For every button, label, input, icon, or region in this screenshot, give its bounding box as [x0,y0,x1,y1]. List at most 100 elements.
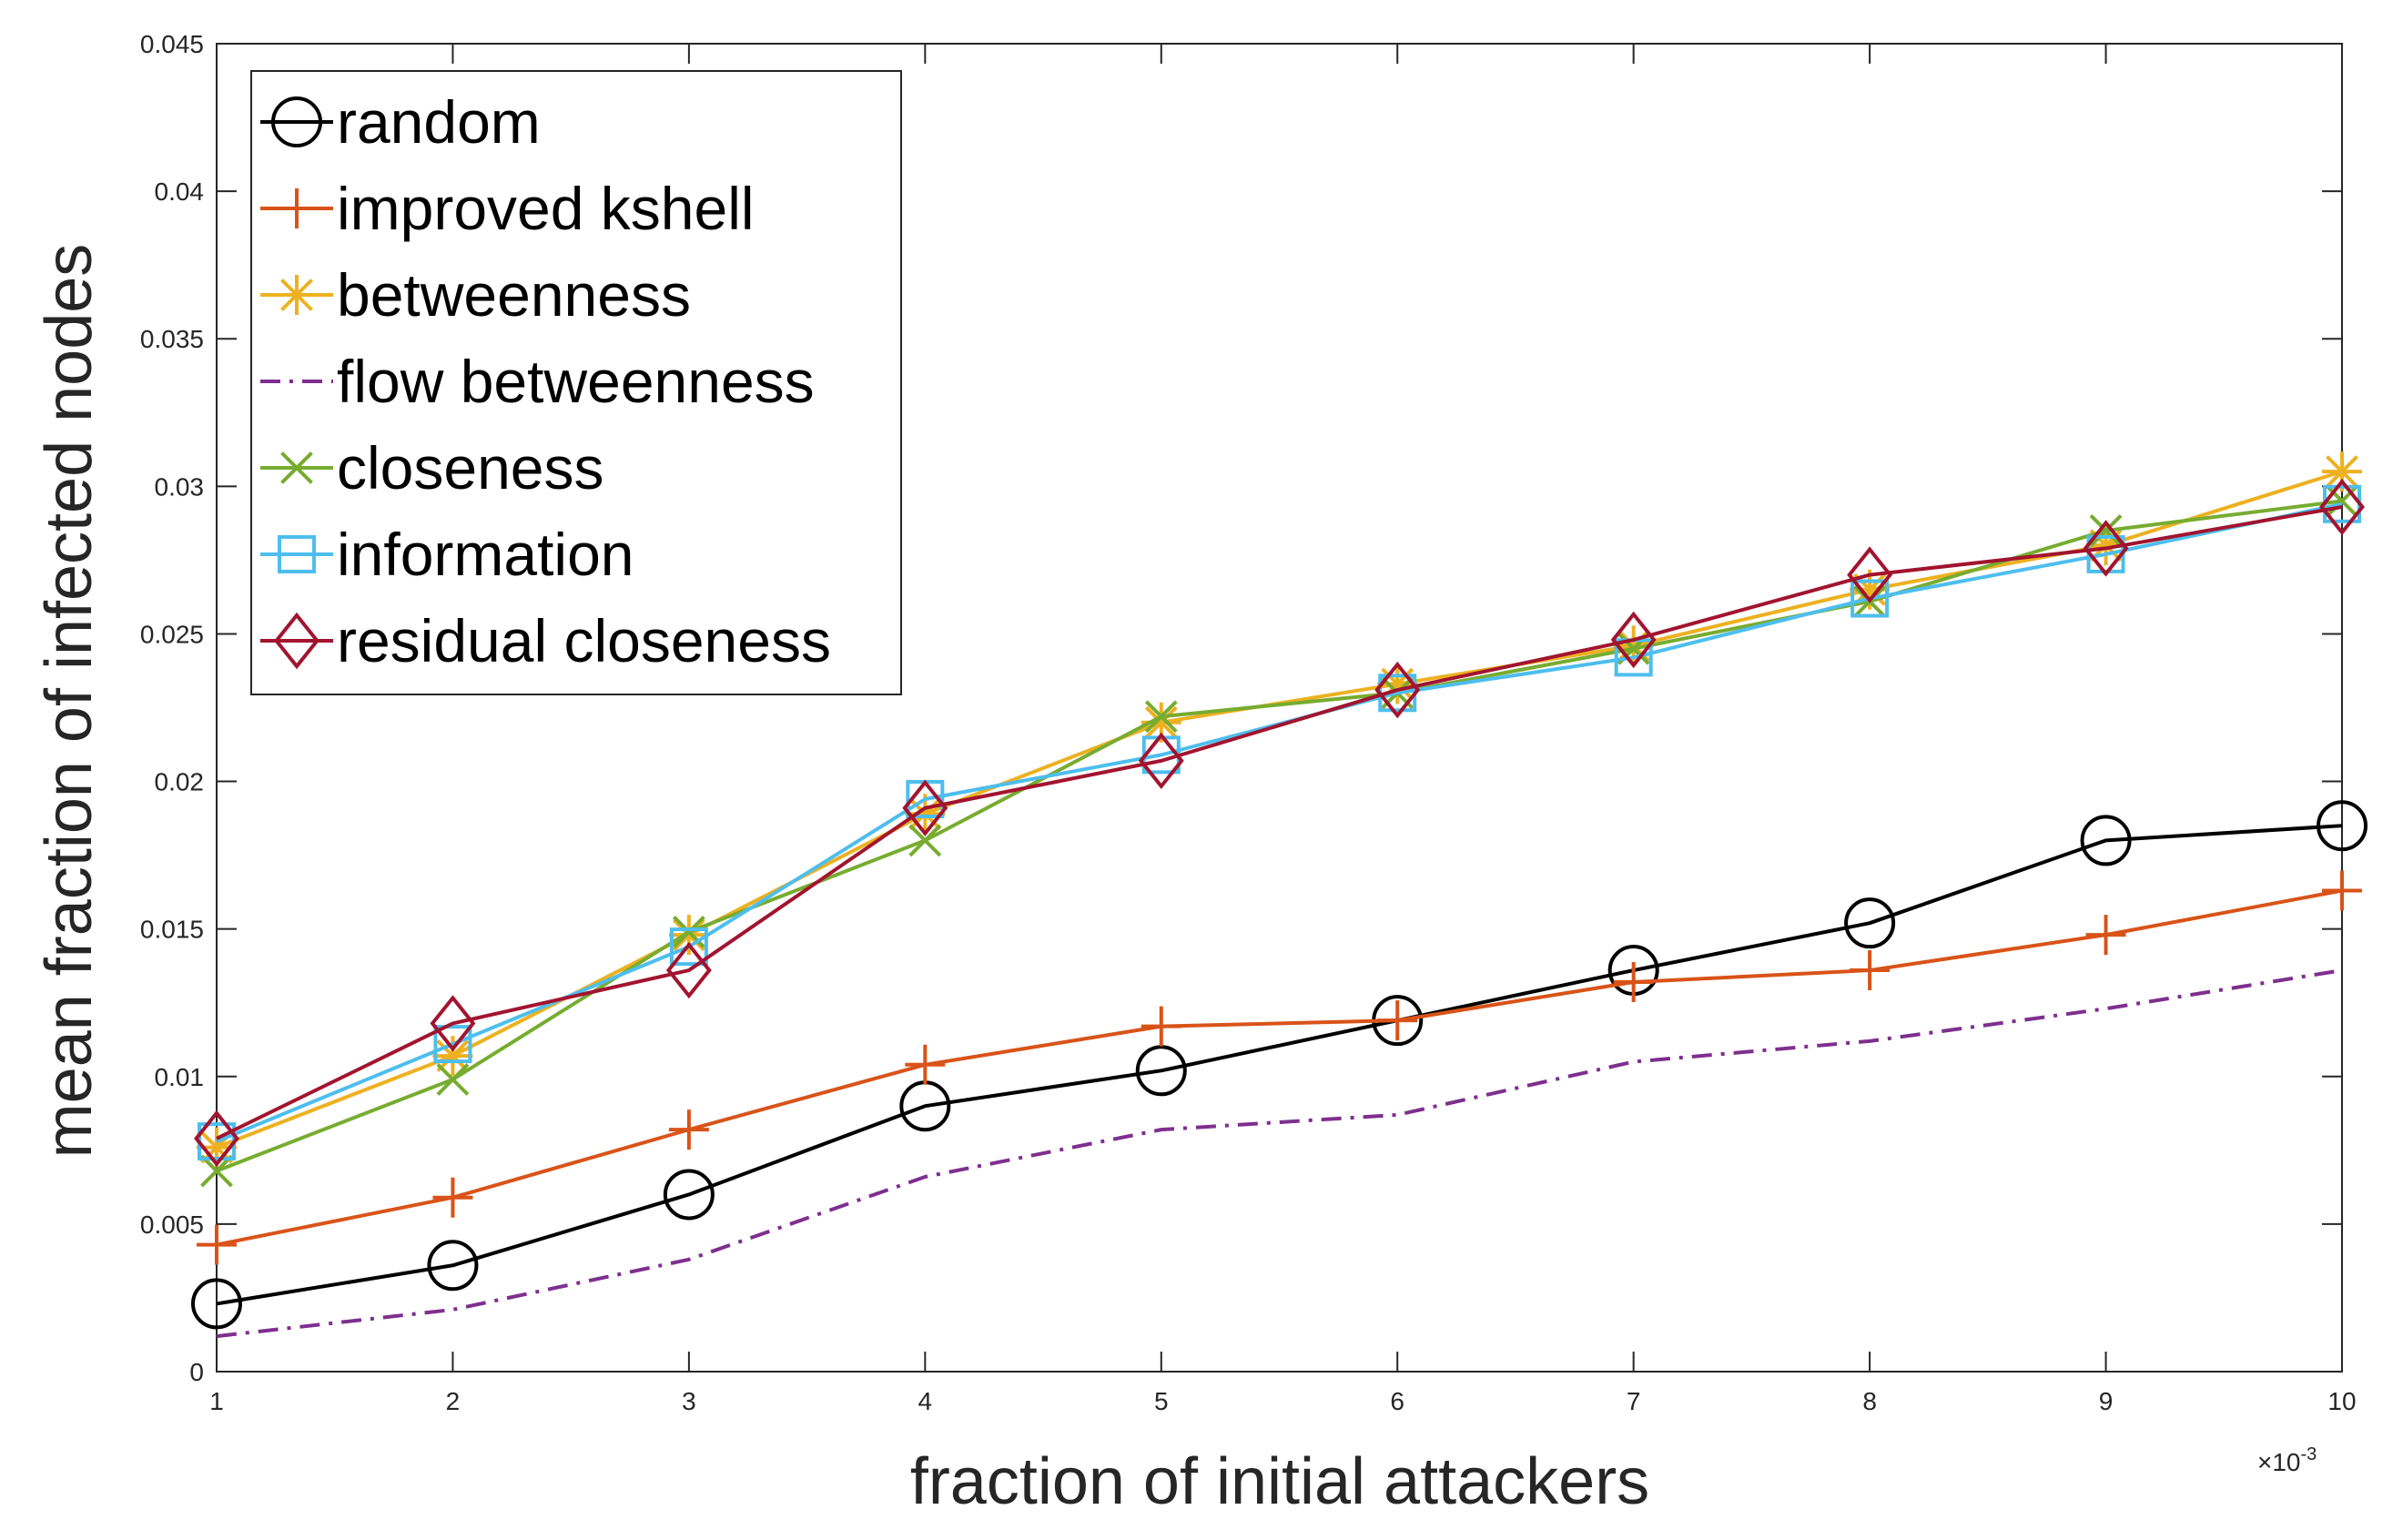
series-line-residual-closeness [216,505,2343,1140]
legend-marker-information [278,535,316,573]
point-residual-closeness [2083,520,2129,577]
y-tick-label: 0.02 [155,768,205,796]
x-tick-label: 5 [1154,1387,1169,1415]
legend-item-residual-closeness: residual closeness [260,607,831,674]
series-improved-kshell [197,870,2362,1265]
point-closeness [908,824,942,857]
point-betweenness [1141,702,1181,743]
y-axis-label: mean fraction of infected nodes [33,244,106,1159]
point-closeness-b [2326,484,2358,518]
series-layer [191,451,2368,1339]
point-information [1850,579,1890,618]
y-tick-label: 0.035 [140,325,204,353]
point-closeness-b [200,1154,233,1188]
point-residual-closeness [1138,732,1184,790]
point-betweenness-b [2326,455,2358,489]
point-betweenness-b [436,1039,470,1072]
y-tick-label: 0.005 [140,1211,204,1239]
x-tick-label: 2 [446,1387,461,1415]
legend-marker-random [271,96,322,147]
legend-item-betweenness: betweenness [260,261,691,329]
legend-marker-improved-kshell [277,188,317,228]
x-tick-label: 4 [918,1387,933,1415]
point-betweenness [668,915,709,956]
y-tick-label: 0.03 [155,472,205,501]
x-axis-multiplier: ×10-3 [2257,1444,2317,1476]
series-line-closeness [216,499,2343,1173]
point-closeness-b [672,915,705,948]
legend-label-improved-kshell: improved kshell [337,175,755,242]
legend-label-information: information [337,521,634,588]
series-residual-closeness [194,478,2365,1168]
legend: random improved kshell betweenness flow bet… [250,70,902,695]
legend-box [250,70,902,695]
y-tick-label: 0.01 [155,1063,205,1091]
point-residual-closeness [902,779,948,836]
point-closeness [2089,514,2123,547]
x-axis-label: fraction of initial attackers [910,1445,1649,1518]
x-axis-multiplier-base: ×10 [2257,1448,2301,1476]
legend-marker-closeness-b [280,451,313,484]
point-betweenness-b [1144,705,1178,739]
point-improved-kshell [197,1224,237,1265]
series-line-random [216,824,2343,1306]
x-tick-label: 6 [1390,1387,1404,1415]
y-tick-label: 0.04 [155,177,205,206]
series-line-improved-kshell [216,888,2343,1247]
point-residual-closeness [665,941,712,999]
series-random [191,800,2368,1330]
x-tick-label: 8 [1862,1387,1877,1415]
legend-marker-closeness [280,451,313,484]
x-tick-label: 10 [2327,1387,2356,1415]
point-closeness [2326,484,2358,518]
point-residual-closeness [1374,661,1421,719]
series-flow-betweenness [216,968,2343,1339]
point-residual-closeness [1610,611,1657,669]
point-random [427,1240,479,1292]
point-betweenness-b [908,797,942,831]
point-betweenness [432,1036,473,1077]
point-closeness-b [436,1063,470,1096]
point-random [1844,897,1896,949]
legend-marker-betweenness-b [280,279,313,311]
point-residual-closeness [1847,546,1893,603]
point-random [663,1169,715,1221]
legend-item-closeness: closeness [260,434,604,502]
point-closeness [436,1063,470,1096]
x-tick-label: 9 [2099,1387,2114,1415]
legend-item-random: random [260,88,541,156]
legend-marker-residual-closeness [274,612,319,670]
point-improved-kshell [1141,1006,1181,1047]
legend-label-betweenness: betweenness [337,261,691,329]
y-tick-label: 0.015 [140,916,204,944]
point-closeness-b [1144,700,1178,734]
x-tick-label: 1 [209,1387,224,1415]
point-improved-kshell [905,1044,946,1085]
point-improved-kshell [1377,1000,1418,1041]
x-tick-label: 7 [1627,1387,1641,1415]
point-improved-kshell [2085,915,2126,956]
legend-label-random: random [337,88,541,156]
point-random [1135,1045,1187,1097]
y-tick-label: 0 [189,1358,204,1386]
legend-item-information: information [260,521,634,588]
axes: 1 2 3 4 5 6 7 8 9 10 0 0.005 0.01 0.015 0.02 0.025 0.03 0… [140,30,2357,1415]
legend-label-closeness: closeness [337,434,604,502]
point-random [191,1278,242,1330]
point-improved-kshell [1613,962,1654,1003]
legend-item-flow-betweenness: flow betweenness [260,348,815,415]
y-tick-label: 0.045 [140,30,204,58]
legend-label-flow-betweenness: flow betweenness [337,348,815,415]
point-residual-closeness [430,995,476,1052]
point-residual-closeness [194,1109,239,1168]
point-information [433,1025,472,1064]
series-line-flow-betweenness [216,968,2343,1339]
point-improved-kshell [668,1109,709,1150]
point-closeness [200,1154,233,1188]
legend-marker-betweenness [277,275,317,315]
point-information [669,927,708,967]
point-improved-kshell [432,1177,473,1218]
y-tick-label: 0.025 [140,620,204,648]
point-closeness-b [908,824,942,857]
